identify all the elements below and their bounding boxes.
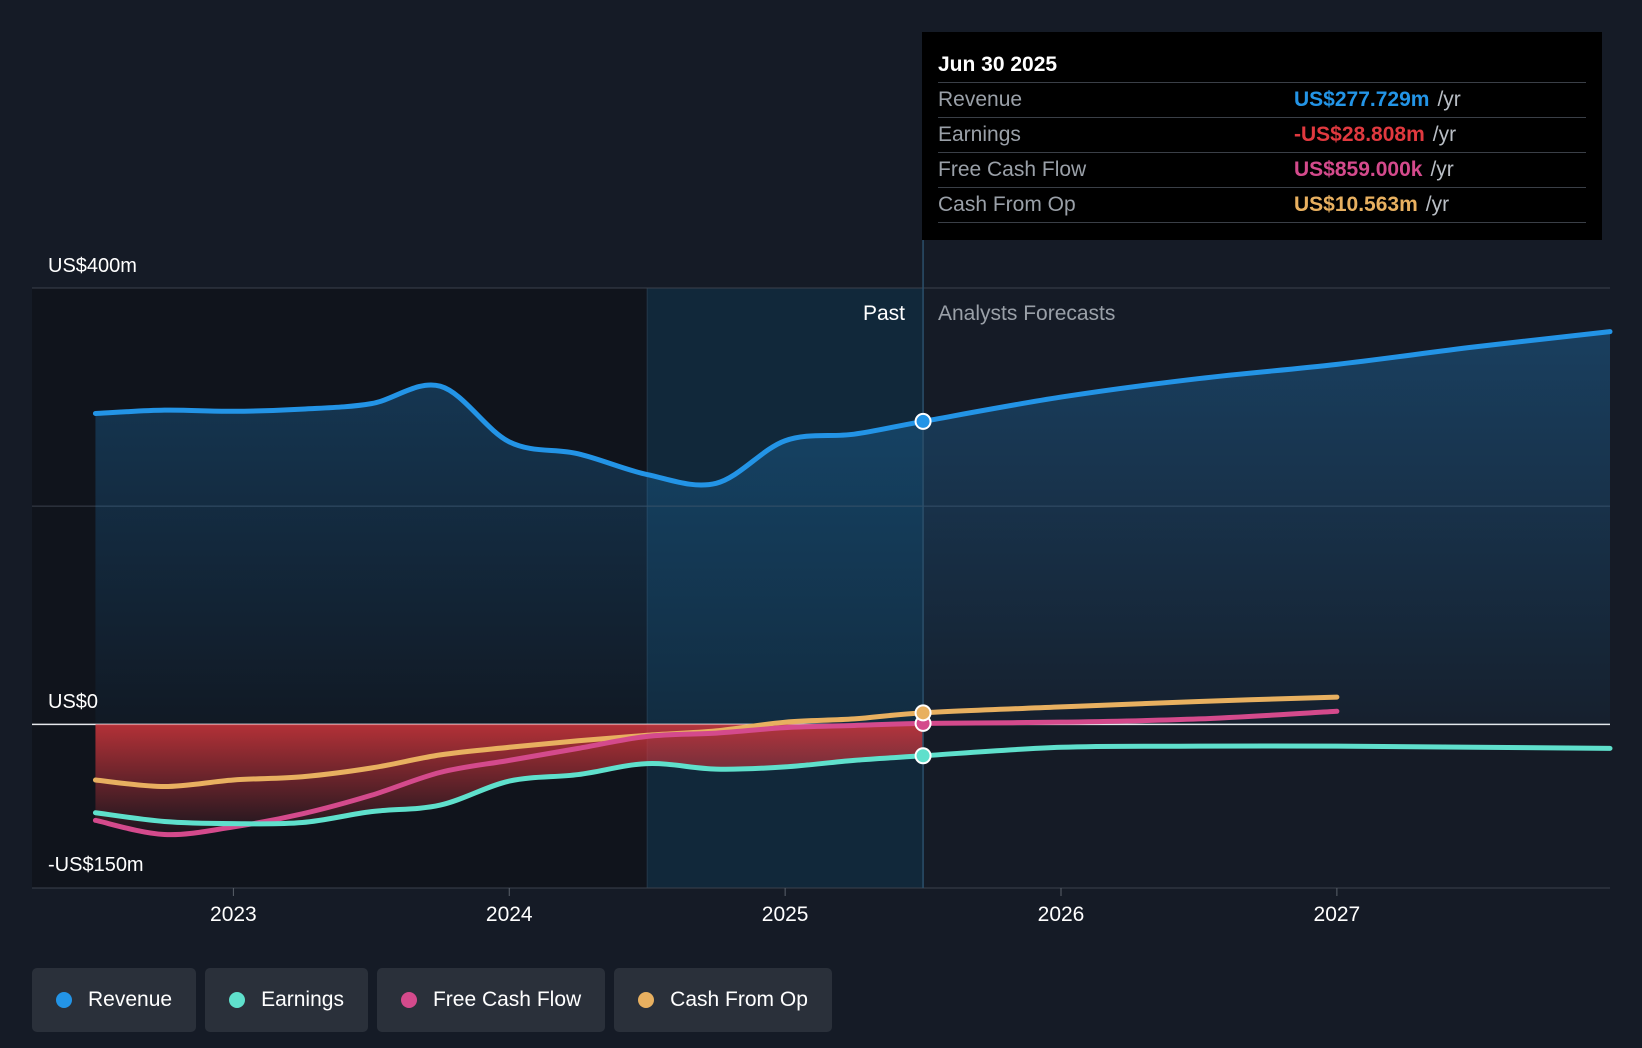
y-axis-top-label: US$400m [48,255,137,277]
legend-label-cash-from-op: Cash From Op [670,988,808,1011]
tooltip-fcf-value: US$859.000k [1294,158,1423,181]
data-tooltip: Jun 30 2025 Revenue US$277.729m /yr Earn… [922,32,1602,240]
tooltip-row-free-cash-flow: Free Cash Flow US$859.000k /yr [938,153,1586,188]
x-tick-label-2024: 2024 [486,903,533,926]
tooltip-revenue-name: Revenue [938,88,1023,111]
tooltip-cfo-unit: /yr [1425,193,1450,216]
tooltip-fcf-unit: /yr [1430,158,1454,181]
y-axis-bottom-label: -US$150m [48,854,144,876]
tooltip-revenue-unit: /yr [1437,88,1461,111]
legend-dot-cash-from-op [638,992,655,1008]
tooltip-row-cash-from-op: Cash From Op US$10.563m /yr [938,188,1586,223]
tooltip-revenue-value: US$277.729m [1294,88,1430,111]
x-tick-label-2023: 2023 [210,903,257,926]
y-axis-zero-label: US$0 [48,691,98,713]
legend-dot-earnings [229,992,246,1008]
series-line-free-cash-flow [92,708,1340,838]
tooltip-earnings-value: -US$28.808m [1294,123,1425,146]
legend-item-revenue[interactable]: Revenue [32,968,197,1032]
tooltip-fcf-name: Free Cash Flow [938,158,1087,181]
series-line-revenue [92,329,1613,488]
x-tick-label-2026: 2026 [1038,903,1085,926]
legend-item-earnings[interactable]: Earnings [205,968,368,1032]
tooltip-date: Jun 30 2025 [938,50,1586,83]
tooltip-cfo-name: Cash From Op [938,193,1076,216]
marker-revenue [914,412,932,430]
past-label: Past [863,302,905,325]
legend-dot-free-cash-flow [400,992,417,1008]
tooltip-row-earnings: Earnings -US$28.808m /yr [938,118,1586,153]
tooltip-earnings-unit: /yr [1432,123,1457,146]
revenue-area [95,331,1610,725]
legend-item-cash-from-op[interactable]: Cash From Op [614,968,832,1032]
legend-item-free-cash-flow[interactable]: Free Cash Flow [376,968,606,1032]
forecast-label: Analysts Forecasts [938,302,1115,325]
marker-earnings [914,747,932,765]
chart-legend: Revenue Earnings Free Cash Flow Cash Fro… [32,968,832,1032]
series-line-earnings [92,743,1613,827]
tooltip-earnings-name: Earnings [938,123,1021,146]
x-tick-label-2027: 2027 [1314,903,1361,926]
tooltip-row-revenue: Revenue US$277.729m /yr [938,83,1586,118]
legend-label-free-cash-flow: Free Cash Flow [432,988,582,1011]
tooltip-cfo-value: US$10.563m [1294,193,1418,216]
legend-label-earnings: Earnings [261,988,344,1011]
marker-cash-from-op [914,704,932,722]
legend-label-revenue: Revenue [88,988,173,1011]
x-tick-label-2025: 2025 [762,903,809,926]
legend-dot-revenue [56,992,72,1008]
